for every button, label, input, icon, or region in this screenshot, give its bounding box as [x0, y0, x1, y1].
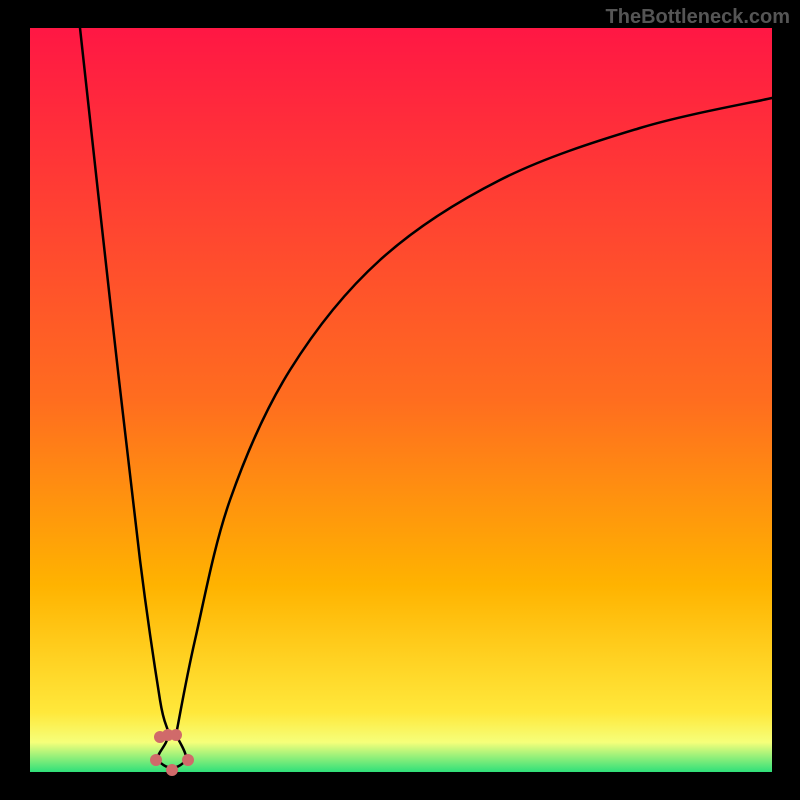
notch-marker [166, 764, 178, 776]
notch-marker [150, 754, 162, 766]
chart-plot-area [30, 28, 772, 772]
notch-marker [182, 754, 194, 766]
notch-marker [170, 729, 182, 741]
watermark: TheBottleneck.com [606, 6, 790, 29]
